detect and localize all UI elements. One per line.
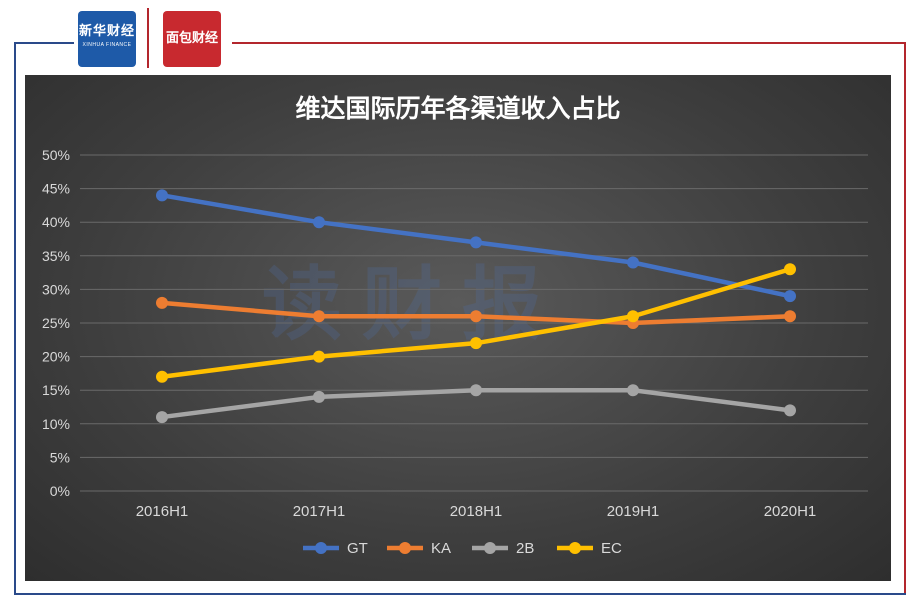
data-point-GT — [156, 189, 168, 202]
logo-divider — [147, 8, 149, 68]
y-tick-label: 40% — [42, 214, 70, 230]
frame-border-right — [904, 42, 906, 595]
frame-border-left — [14, 42, 16, 595]
y-tick-label: 50% — [42, 147, 70, 163]
frame-line-left — [14, 42, 74, 44]
data-point-2B — [156, 411, 168, 424]
data-point-EC — [156, 370, 168, 383]
x-tick-label: 2017H1 — [293, 503, 346, 520]
legend-marker-GT — [315, 542, 327, 554]
data-point-EC — [784, 263, 796, 276]
data-point-KA — [156, 296, 168, 309]
data-point-EC — [313, 350, 325, 363]
data-point-GT — [627, 256, 639, 269]
data-point-GT — [470, 236, 482, 249]
y-tick-label: 5% — [50, 449, 70, 465]
data-point-KA — [784, 310, 796, 323]
y-tick-label: 30% — [42, 281, 70, 297]
x-tick-label: 2018H1 — [450, 503, 503, 520]
legend-marker-2B — [484, 542, 496, 554]
y-tick-label: 25% — [42, 315, 70, 331]
y-tick-label: 10% — [42, 416, 70, 432]
x-tick-label: 2019H1 — [607, 503, 660, 520]
data-point-EC — [470, 337, 482, 350]
y-tick-label: 45% — [42, 181, 70, 197]
data-point-GT — [784, 290, 796, 303]
y-tick-label: 35% — [42, 248, 70, 264]
legend-label-GT: GT — [347, 540, 368, 557]
data-point-EC — [627, 310, 639, 323]
chart-title: 维达国际历年各渠道收入占比 — [295, 94, 620, 123]
legend-label-EC: EC — [601, 540, 622, 557]
legend-label-2B: 2B — [516, 540, 534, 557]
data-point-GT — [313, 216, 325, 229]
data-point-2B — [313, 390, 325, 403]
data-point-KA — [470, 310, 482, 323]
frame-line-right — [232, 42, 906, 44]
x-tick-label: 2020H1 — [764, 503, 817, 520]
x-tick-label: 2016H1 — [136, 503, 189, 520]
xinhua-finance-logo: 新华财经 XINHUA FINANCE — [78, 11, 136, 67]
legend-marker-KA — [399, 542, 411, 554]
y-tick-label: 20% — [42, 349, 70, 365]
y-tick-label: 0% — [50, 483, 70, 499]
frame-border-bottom — [14, 593, 906, 595]
chart-background — [25, 75, 891, 581]
data-point-KA — [313, 310, 325, 323]
watermark-text: 读财报 — [262, 258, 562, 351]
legend-marker-EC — [569, 542, 581, 554]
data-point-2B — [470, 384, 482, 397]
xinhua-logo-sub: XINHUA FINANCE — [82, 42, 132, 48]
y-tick-label: 15% — [42, 382, 70, 398]
xinhua-logo-name: 新华财经 — [78, 24, 135, 39]
mianbao-finance-logo: 面包财经 — [163, 11, 221, 67]
mianbao-logo-name: 面包财经 — [165, 31, 218, 46]
legend-label-KA: KA — [431, 540, 451, 557]
data-point-2B — [627, 384, 639, 397]
data-point-2B — [784, 404, 796, 417]
